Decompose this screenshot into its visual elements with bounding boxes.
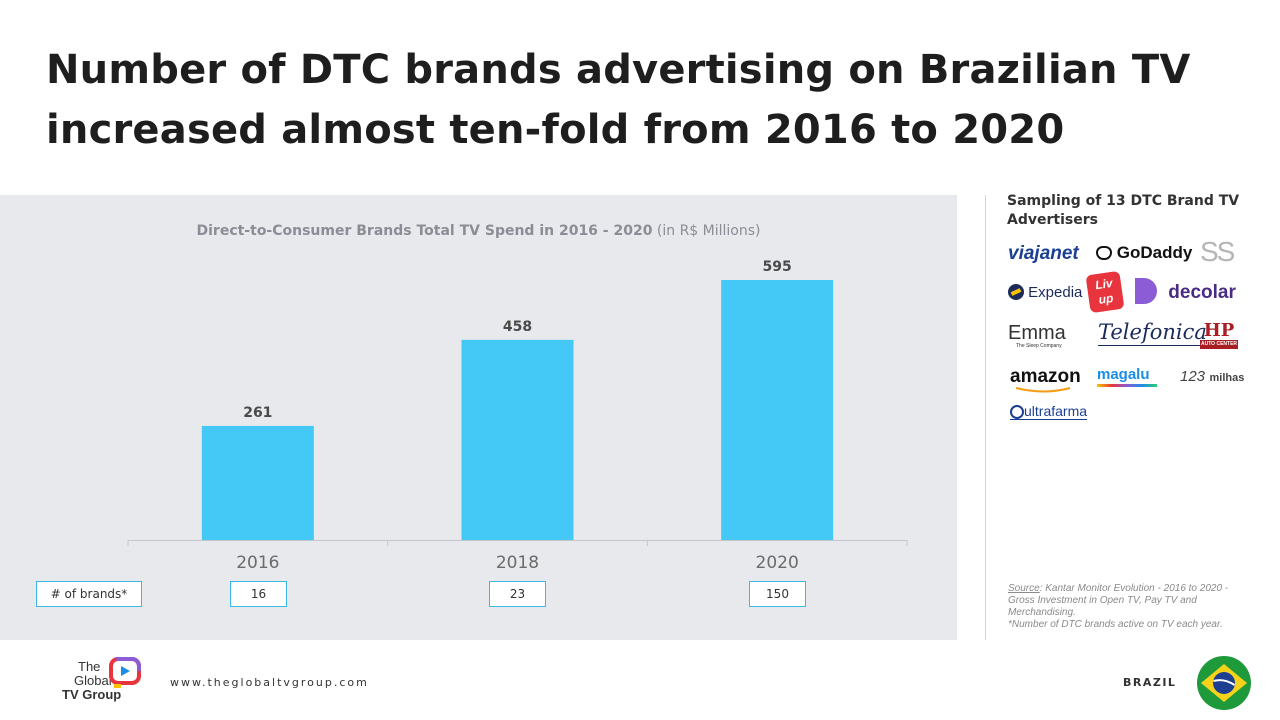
tv-play-icon bbox=[109, 657, 141, 688]
brands-count-2018: 23 bbox=[489, 581, 546, 607]
sidebar-divider bbox=[985, 195, 986, 640]
chart-title-main: Direct-to-Consumer Brands Total TV Spend… bbox=[196, 223, 653, 239]
company-logo-line3: TV Group bbox=[62, 687, 122, 702]
footnote: *Number of DTC brands active on TV each … bbox=[1008, 619, 1223, 630]
data-label-2016: 261 bbox=[243, 405, 272, 421]
brands-count-2020: 150 bbox=[749, 581, 806, 607]
bar-2020 bbox=[721, 280, 834, 540]
brands-count-2016: 16 bbox=[230, 581, 287, 607]
chart-title: Direct-to-Consumer Brands Total TV Spend… bbox=[0, 223, 957, 239]
x-tick-label-2016: 2016 bbox=[236, 553, 279, 573]
source-text: : Kantar Monitor Evolution - 2016 to 202… bbox=[1008, 583, 1229, 618]
amazon-smile-icon bbox=[1015, 387, 1071, 393]
ultrafarma-logo: ultrafarma bbox=[1010, 403, 1088, 420]
magalu-logo: magalu bbox=[1097, 366, 1157, 387]
bar-2016 bbox=[201, 425, 314, 540]
livup-logo: Liv up bbox=[1085, 270, 1125, 314]
source-note: Source: Kantar Monitor Evolution - 2016 … bbox=[1008, 583, 1248, 631]
footer-url[interactable]: www.theglobaltvgroup.com bbox=[170, 676, 369, 689]
decolar-icon bbox=[1135, 278, 1157, 304]
magalu-underline bbox=[1097, 384, 1157, 387]
data-label-2018: 458 bbox=[503, 319, 532, 335]
ss-logo: SS bbox=[1200, 236, 1235, 267]
brands-count-header: # of brands* bbox=[36, 581, 142, 607]
decolar-logo: decolar bbox=[1135, 278, 1236, 304]
amazon-logo: amazon bbox=[1010, 366, 1081, 393]
page-title: Number of DTC brands advertising on Braz… bbox=[46, 47, 1191, 153]
source-label: Source bbox=[1008, 583, 1040, 594]
bar-chart: 261 2016 458 2018 595 2020 bbox=[127, 259, 908, 573]
x-tick-label-2018: 2018 bbox=[496, 553, 539, 573]
viajanet-logo: viajanet bbox=[1008, 243, 1079, 264]
sidebar-title: Sampling of 13 DTC Brand TV Advertisers bbox=[1007, 193, 1240, 228]
ultrafarma-icon bbox=[1010, 405, 1024, 419]
company-logo-line2: Global bbox=[74, 673, 112, 688]
brazil-flag-icon bbox=[1197, 656, 1251, 710]
chart-title-units: (in R$ Millions) bbox=[656, 223, 761, 239]
chart-panel: Direct-to-Consumer Brands Total TV Spend… bbox=[0, 195, 957, 640]
hp-auto-center-logo: HP AUTO CENTER bbox=[1200, 320, 1239, 349]
emma-logo: Emma The Sleep Company bbox=[1008, 322, 1066, 349]
footer-country: BRAZIL bbox=[1123, 676, 1177, 689]
godaddy-logo: GoDaddy bbox=[1096, 243, 1192, 263]
expedia-globe-icon bbox=[1008, 284, 1024, 300]
telefonica-logo: Telefonica bbox=[1098, 320, 1207, 346]
bar-2018 bbox=[461, 339, 574, 540]
123milhas-logo: 123 milhas bbox=[1180, 368, 1245, 385]
godaddy-icon bbox=[1096, 246, 1112, 260]
expedia-logo: Expedia bbox=[1008, 284, 1082, 301]
company-logo-line1: The bbox=[78, 659, 101, 674]
x-tick-label-2020: 2020 bbox=[756, 553, 799, 573]
data-label-2020: 595 bbox=[763, 259, 792, 275]
company-logo: The Global TV Group bbox=[60, 657, 150, 706]
